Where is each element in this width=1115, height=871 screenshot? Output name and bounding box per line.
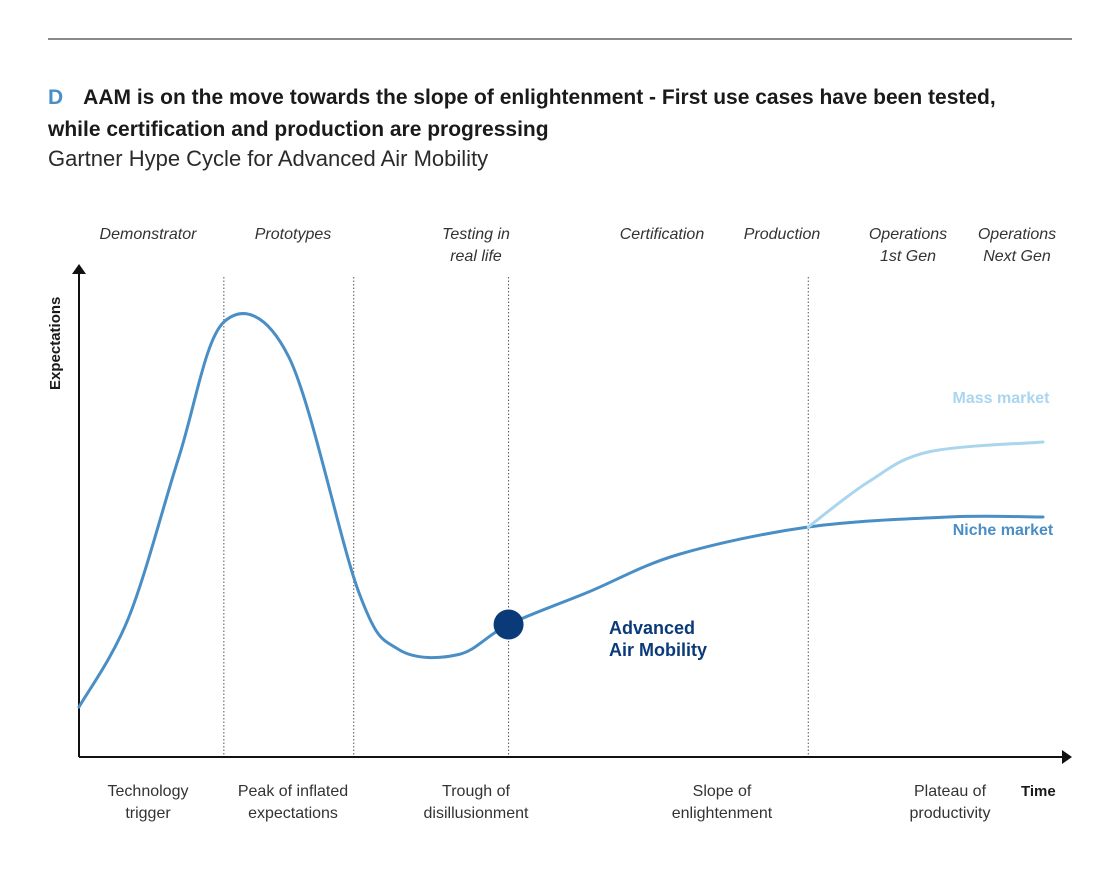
stage-label-0-line-0: Technology [108,783,189,800]
phase-label-2: Testing in real life [442,226,510,265]
stage-label-0: Technology trigger [108,783,189,822]
series-line-niche-market [77,312,1045,709]
top-rule [48,38,1072,40]
marker-label-line-0: Advanced [609,618,695,638]
stage-labels: Technology trigger Peak of inflated expecta… [108,783,991,822]
series-label-mass-market: Mass market [953,390,1051,407]
title-text: AAM is on the move towards the slope of … [48,86,996,141]
marker-label: Advanced Air Mobility [609,618,707,660]
phase-label-0: Demonstrator [100,226,198,243]
stage-label-4-line-0: Plateau of [914,783,987,800]
phase-label-3: Certification [620,226,705,243]
stage-label-2-line-1: disillusionment [424,805,529,822]
phase-boundaries [223,277,809,757]
series-label-niche-market: Niche market [953,522,1054,539]
series-line-mass-market [806,440,1045,529]
stage-label-3-line-1: enlightenment [672,805,773,822]
chart-subtitle: Gartner Hype Cycle for Advanced Air Mobi… [48,146,489,171]
phase-label-2-line-0: Testing in [442,226,510,243]
series-lines [77,312,1045,709]
phase-label-5-line-1: 1st Gen [880,248,936,265]
phase-label-0-line-0: Demonstrator [100,226,198,243]
series-labels: Niche market Mass market [953,390,1054,539]
stage-label-4-line-1: productivity [910,805,991,822]
phase-label-5-line-0: Operations [869,226,947,243]
axes: Expectations Time [47,264,1072,800]
x-axis-label: Time [1021,783,1056,800]
position-marker: Advanced Air Mobility [493,609,707,660]
x-axis-arrow [1062,750,1072,764]
marker-label-line-1: Air Mobility [609,640,707,660]
phase-label-6-line-0: Operations [978,226,1056,243]
stage-label-1-line-1: expectations [248,805,338,822]
stage-label-1: Peak of inflated expectations [238,783,348,822]
stage-label-1-line-0: Peak of inflated [238,783,348,800]
stage-label-2-line-0: Trough of [442,783,510,800]
phase-label-2-line-1: real life [450,248,502,265]
stage-label-3: Slope of enlightenment [672,783,773,822]
phase-label-1: Prototypes [255,226,331,243]
stage-label-3-line-0: Slope of [693,783,752,800]
phase-label-4-line-0: Production [744,226,821,243]
stage-label-0-line-1: trigger [125,805,171,822]
marker-dot [493,609,524,640]
y-axis-label: Expectations [47,297,64,390]
phase-label-1-line-0: Prototypes [255,226,331,243]
y-axis-arrow [72,264,86,274]
figure-letter: D [48,86,64,109]
chart-title: D AAM is on the move towards the slope of… [48,82,1048,146]
phase-label-6-line-1: Next Gen [983,248,1051,265]
phase-label-4: Production [744,226,821,243]
phase-label-6: Operations Next Gen [978,226,1056,265]
phase-label-5: Operations 1st Gen [869,226,947,265]
phase-labels: Demonstrator Prototypes Testing in real lif… [100,226,1057,265]
phase-label-3-line-0: Certification [620,226,705,243]
stage-label-2: Trough of disillusionment [424,783,529,822]
stage-label-4: Plateau of productivity [910,783,991,822]
